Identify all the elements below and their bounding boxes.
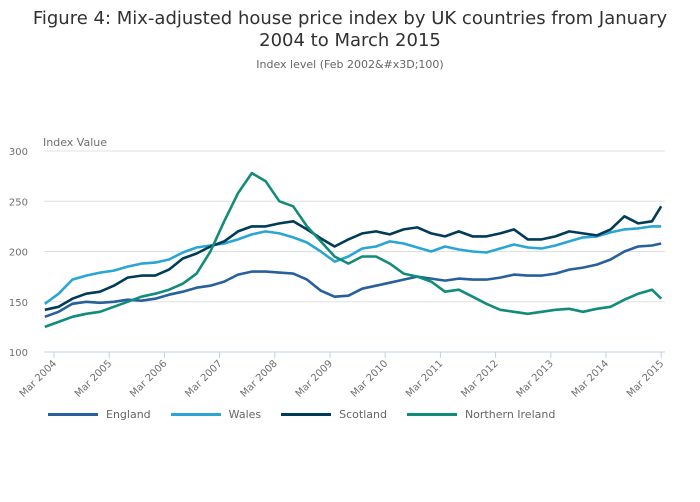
legend-label: Northern Ireland (464, 408, 556, 421)
legend-item[interactable]: Scotland (281, 408, 387, 421)
legend-label: Scotland (339, 408, 387, 421)
y-tick-label: 100 (9, 348, 28, 359)
legend-label: England (106, 408, 151, 421)
series-line-england (44, 242, 662, 319)
y-tick-label: 150 (9, 298, 28, 309)
legend: England Wales Scotland Northern Ireland (48, 408, 575, 421)
x-tick-label: Mar 2012 (459, 358, 500, 399)
legend-item[interactable]: Wales (170, 408, 262, 421)
y-tick-label: 300 (9, 147, 28, 158)
x-tick-label: Mar 2005 (73, 358, 114, 399)
series-line-scotland (44, 205, 663, 312)
y-tick-label: 200 (9, 248, 28, 259)
x-tick-label: Mar 2004 (18, 358, 59, 399)
x-tick-label: Mar 2009 (294, 358, 335, 399)
y-tick-label: 250 (9, 197, 28, 208)
legend-swatch (406, 413, 457, 416)
x-tick-label: Mar 2006 (128, 358, 169, 399)
legend-label: Wales (228, 408, 262, 421)
legend-item[interactable]: Northern Ireland (406, 408, 556, 421)
x-tick-label: Mar 2011 (404, 358, 445, 399)
x-tick-label: Mar 2008 (239, 358, 280, 399)
legend-item[interactable]: England (48, 408, 151, 421)
legend-swatch (170, 413, 221, 416)
series-line-northern-ireland (44, 171, 663, 329)
legend-swatch (48, 413, 98, 416)
x-tick-label: Mar 2013 (515, 358, 556, 399)
x-tick-label: Mar 2010 (349, 358, 390, 399)
chart-subtitle: Index level (Feb 2002&#x3D;100) (256, 58, 444, 71)
x-tick-label: Mar 2015 (625, 358, 666, 399)
x-tick-label: Mar 2007 (183, 358, 224, 399)
series-line-wales (44, 225, 662, 305)
chart-title: Figure 4: Mix-adjusted house price index… (32, 8, 668, 51)
x-tick-label: Mar 2014 (570, 358, 611, 399)
y-axis-label: Index Value (43, 136, 107, 149)
legend-swatch (281, 413, 332, 416)
